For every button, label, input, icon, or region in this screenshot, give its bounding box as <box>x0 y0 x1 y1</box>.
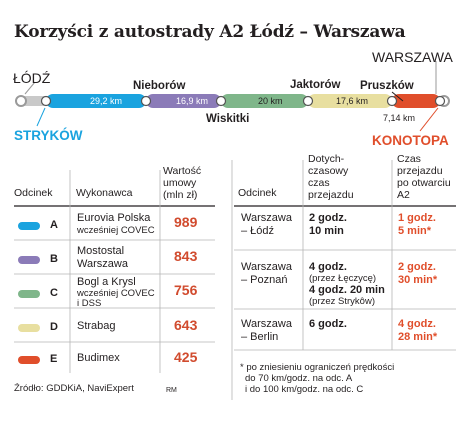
r3-route-line2: – Berlin <box>241 331 279 343</box>
r2-before: 4 godz. <box>309 261 347 273</box>
r2-route: Warszawa <box>241 261 292 273</box>
pruszkow-pointer <box>391 91 404 102</box>
r2-route-line2: – Poznań <box>241 274 288 286</box>
r3-before: 6 godz. <box>309 318 347 330</box>
r2-after-line2: 30 min* <box>398 274 438 286</box>
right-header-section: Odcinek <box>238 187 277 199</box>
strykow-pointer <box>36 107 46 127</box>
r1-before: 2 godz. <box>309 212 347 224</box>
author-initials: RM <box>166 387 177 394</box>
row-c-contractor-note2: i DSS <box>77 298 102 309</box>
route-node-strykow <box>40 95 52 107</box>
r1-after: 1 godz. <box>398 212 436 224</box>
row-d-value: 643 <box>174 317 198 333</box>
footnote-line1: * po zniesieniu ograniczeń prędkości <box>240 362 395 373</box>
stop-jaktorow: Jaktorów <box>290 79 341 91</box>
row-e-letter: E <box>50 353 58 365</box>
row-b-value: 843 <box>174 248 198 264</box>
legend-pill-d <box>18 324 40 332</box>
row-d-letter: D <box>50 321 58 333</box>
r2-before-alt: 4 godz. 20 min <box>309 284 385 296</box>
row-a-value: 989 <box>174 214 198 230</box>
stop-strykow: STRYKÓW <box>14 128 83 143</box>
row-b-contractor-line2: Warszawa <box>77 258 128 270</box>
stop-nieborow: Nieborów <box>133 80 186 92</box>
left-header-section: Odcinek <box>14 187 53 199</box>
route-node-wiskitki <box>215 95 227 107</box>
right-header-after: Czas przejazdu po otwarciu A2 <box>397 153 451 201</box>
r3-route: Warszawa <box>241 318 292 330</box>
route-segment-e <box>392 94 440 108</box>
row-a-contractor-note: wcześniej COVEC <box>77 225 155 236</box>
r2-before-note1: (przez Łęczycę) <box>309 273 377 284</box>
legend-pill-e <box>18 356 40 364</box>
segment-e-length: 7,14 km <box>383 113 416 123</box>
r2-after: 2 godz. <box>398 261 436 273</box>
route-segment-b <box>146 94 221 108</box>
footnote-line3: i do 100 km/godz. na odc. C <box>245 384 364 395</box>
segment-d-length: 17,6 km <box>336 96 369 106</box>
right-header-before: Dotych-czasowy czas przejazdu <box>308 153 354 201</box>
footnote-line2: do 70 km/godz. na odc. A <box>245 373 353 384</box>
konotopa-pointer <box>419 107 439 132</box>
row-c-contractor: Bogl a Krysl <box>77 276 136 288</box>
table-rules <box>14 160 456 400</box>
source-note: Źródło: GDDKiA, NaviExpert <box>14 383 134 394</box>
row-c-letter: C <box>50 287 58 299</box>
city-start-label: ŁÓDŹ <box>13 70 51 86</box>
row-e-contractor: Budimex <box>77 352 120 364</box>
row-a-contractor: Eurovia Polska <box>77 212 151 224</box>
stop-pruszkow: Pruszków <box>360 80 414 92</box>
route-segment-c <box>221 94 308 108</box>
stop-konotopa: KONOTOPA <box>372 133 449 148</box>
route-segment-d <box>308 94 392 108</box>
legend-pill-a <box>18 222 40 230</box>
legend-pill-b <box>18 256 40 264</box>
r2-before-note2: (przez Strykôw) <box>309 296 375 307</box>
row-b-contractor: Mostostal <box>77 245 125 257</box>
left-header-value: Wartość umowy (mln zł) <box>163 165 202 201</box>
city-end-label: WARSZAWA <box>372 49 453 65</box>
r1-route: Warszawa <box>241 212 292 224</box>
route-node-konotopa <box>434 95 446 107</box>
segment-b-length: 16,9 km <box>176 96 209 106</box>
row-e-value: 425 <box>174 349 198 365</box>
lodz-pointer <box>24 81 36 95</box>
segment-a-length: 29,2 km <box>90 96 123 106</box>
route-node-jaktorow <box>302 95 314 107</box>
route-node-lodz <box>15 95 27 107</box>
segment-c-length: 20 km <box>258 96 283 106</box>
r1-route-line2: – Łódź <box>241 225 275 237</box>
row-c-value: 756 <box>174 282 198 298</box>
legend-pill-c <box>18 290 40 298</box>
row-b-letter: B <box>50 253 58 265</box>
route-node-pruszkow <box>386 95 398 107</box>
r3-after: 4 godz. <box>398 318 436 330</box>
left-header-contractor: Wykonawca <box>76 187 133 199</box>
route-line-group <box>15 61 450 132</box>
route-node-nieborow <box>140 95 152 107</box>
stop-wiskitki: Wiskitki <box>206 113 250 125</box>
r1-before-line2: 10 min <box>309 225 344 237</box>
route-segment-a <box>46 94 146 108</box>
row-a-letter: A <box>50 219 58 231</box>
r1-after-line2: 5 min* <box>398 225 432 237</box>
row-c-contractor-note: wcześniej COVEC <box>77 288 155 299</box>
r3-after-line2: 28 min* <box>398 331 438 343</box>
row-d-contractor: Strabag <box>77 320 116 332</box>
page-title: Korzyści z autostrady A2 Łódź – Warszawa <box>14 22 406 42</box>
